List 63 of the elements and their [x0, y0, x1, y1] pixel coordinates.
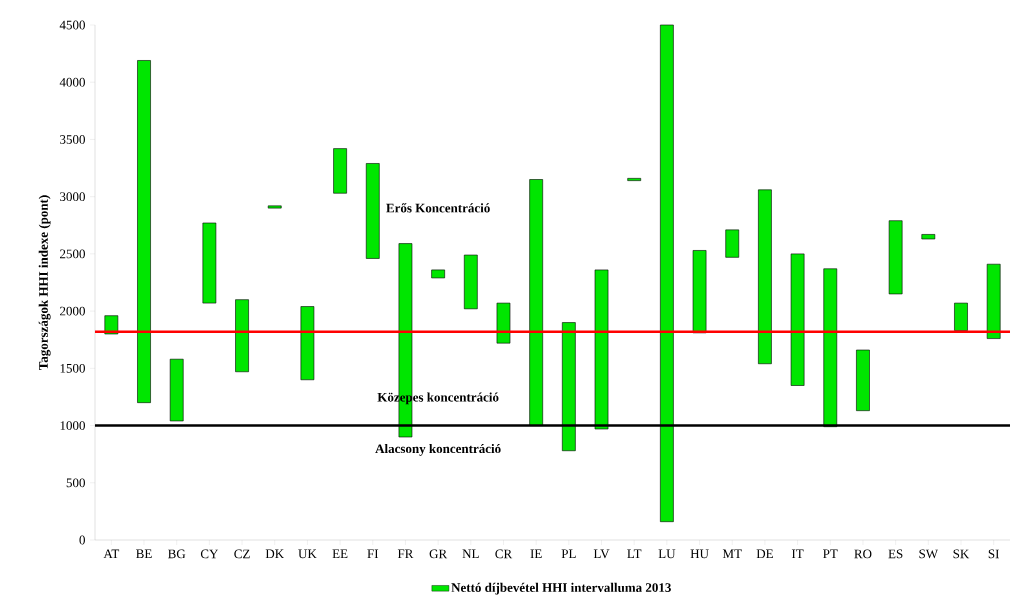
y-tick-label: 3000	[60, 192, 85, 202]
x-tick-label: FR	[397, 549, 414, 559]
y-tick-label: 500	[66, 478, 85, 488]
bar	[169, 358, 184, 422]
x-tick-label: GR	[429, 549, 448, 559]
y-tick-label: 3500	[60, 135, 85, 144]
annotation: Erős Koncentráció	[386, 203, 490, 213]
x-tick-label: CY	[200, 549, 219, 559]
x-tick-label: PT	[823, 549, 838, 559]
y-tick-label: 2000	[60, 306, 85, 316]
x-tick-label: IT	[791, 549, 804, 559]
bar	[888, 220, 903, 295]
bar	[627, 178, 642, 181]
bar	[856, 349, 870, 411]
x-tick-label: SK	[953, 549, 970, 559]
bar	[267, 205, 282, 209]
x-tick-label: ES	[888, 549, 903, 559]
x-tick-label: DK	[265, 549, 284, 559]
x-tick-label: AT	[103, 549, 120, 559]
bar	[463, 254, 478, 310]
x-tick-label: NL	[462, 549, 479, 559]
bar	[333, 148, 347, 194]
y-tick-label: 1500	[60, 363, 85, 373]
y-tick-label: 4000	[59, 77, 85, 87]
x-tick-label: CZ	[234, 549, 250, 559]
y-tick-label: 4500	[59, 20, 85, 30]
bar	[954, 302, 968, 331]
x-tick-label: MT	[722, 549, 742, 559]
y-tick-label: 2500	[60, 249, 85, 259]
bar	[300, 306, 315, 381]
x-tick-label: EE	[332, 549, 348, 559]
bar	[235, 299, 249, 373]
x-tick-label: PL	[561, 549, 576, 559]
bar	[921, 234, 936, 240]
bar	[431, 269, 445, 279]
y-tick-label: 1000	[60, 421, 85, 430]
bar	[496, 302, 511, 344]
y-axis-title: Tagországok HHI indexe (pont)	[38, 195, 51, 370]
x-tick-label: UK	[298, 549, 317, 559]
bar	[725, 229, 740, 258]
y-tick-label: 0	[79, 535, 85, 545]
bar	[986, 263, 1001, 339]
x-tick-label: LU	[658, 549, 676, 559]
x-tick-label: CR	[495, 549, 513, 559]
legend-label: Nettó díjbevétel HHI intervalluma 2013	[451, 582, 671, 595]
annotation: Alacsony koncentráció	[375, 443, 501, 456]
x-tick-label: BE	[136, 549, 152, 559]
bar	[137, 60, 151, 403]
x-tick-label: SW	[919, 549, 939, 559]
bar	[692, 250, 707, 334]
x-tick-label: SI	[988, 549, 999, 559]
bar	[790, 253, 805, 386]
bar	[365, 163, 380, 259]
x-tick-label: HU	[690, 549, 709, 559]
x-tick-label: LT	[627, 549, 642, 559]
x-tick-label: FI	[367, 549, 379, 559]
x-tick-label: DE	[756, 549, 773, 559]
x-tick-label: RO	[854, 549, 872, 559]
x-tick-label: BG	[168, 549, 186, 559]
x-tick-label: LV	[593, 549, 610, 559]
bar	[202, 222, 217, 304]
bar	[758, 189, 772, 365]
x-tick-label: IE	[530, 549, 542, 559]
